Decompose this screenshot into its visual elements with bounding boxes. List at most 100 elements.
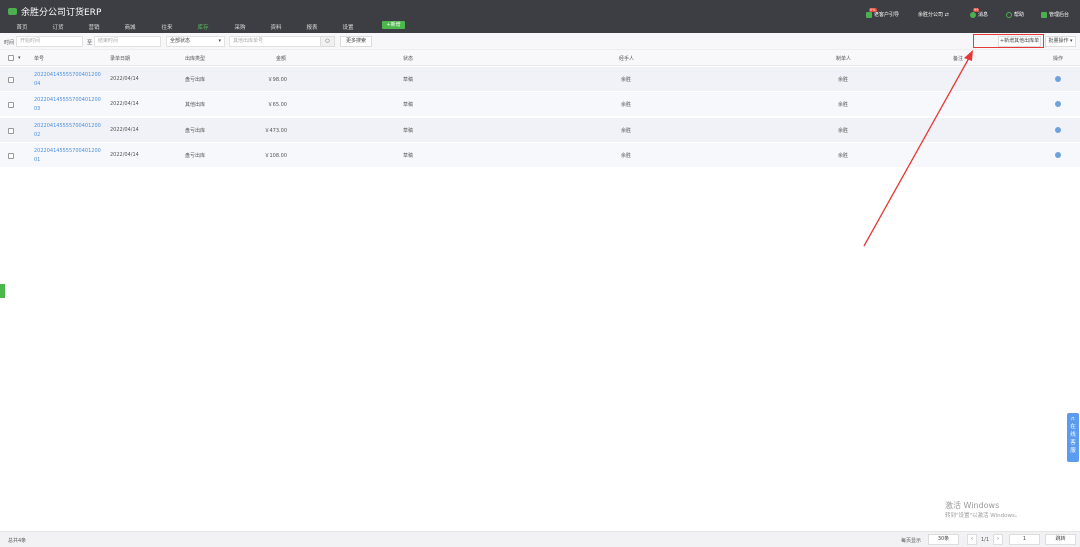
nav-orders[interactable]: 订货 [52, 25, 64, 31]
help-link[interactable]: 帮助 [1006, 11, 1024, 18]
batch-ops-button[interactable]: 批量操作 ▾ [1045, 36, 1076, 47]
per-page-select[interactable]: 30条 [928, 534, 959, 545]
table-row: 202204145555700401200 01 2022/04/14 盘亏出库 … [0, 142, 1080, 168]
nav-settings[interactable]: 设置 [342, 25, 354, 31]
order-id-line2: 02 [34, 131, 41, 138]
row-checkbox[interactable] [8, 152, 14, 159]
help-label: 帮助 [1014, 12, 1025, 18]
row-handler: 余胜 [621, 77, 632, 83]
row-handler: 余胜 [621, 127, 632, 134]
table-footer: 总共4条 每页显示 30条 ‹ 1/1 › 1 跳转 [0, 531, 1080, 547]
row-creator: 余胜 [838, 102, 849, 109]
page-input[interactable]: 1 [1009, 534, 1040, 545]
nav-mall[interactable]: 商城 [124, 25, 136, 31]
company-switch[interactable]: 余胜分公司 ⇄ [918, 12, 949, 18]
table-row: 202204145555700401200 03 2022/04/14 其他出库 … [0, 92, 1080, 118]
next-page-button[interactable]: › [993, 534, 1003, 545]
order-id-line2: 04 [34, 81, 41, 87]
view-globe-icon[interactable] [1055, 101, 1061, 108]
nav-accounts[interactable]: 往来 [161, 25, 173, 31]
customer-guide-label: 老客户引导 [874, 12, 900, 18]
nav-purchase[interactable]: 采购 [234, 25, 246, 31]
view-globe-icon[interactable] [1055, 151, 1061, 158]
time-label: 时间 [4, 40, 15, 46]
view-globe-icon[interactable] [1055, 76, 1061, 82]
headset-icon: ∩ [1070, 416, 1076, 422]
message-icon: 99 [970, 7, 980, 18]
nav-reports[interactable]: 报表 [306, 25, 318, 31]
row-amount: ￥65.00 [267, 102, 287, 109]
select-dropdown-icon[interactable]: ▾ [18, 55, 21, 61]
new-other-outbound-button[interactable]: +新增其他出库单 [998, 36, 1041, 47]
row-creator: 余胜 [838, 127, 849, 134]
nav-home[interactable]: 首页 [16, 25, 28, 31]
row-type: 其他出库 [185, 102, 206, 109]
col-remark: 备注 [953, 56, 964, 62]
messages-badge: 99 [973, 7, 980, 12]
nav-marketing[interactable]: 营销 [88, 25, 100, 31]
top-bar: 余胜分公司订货ERP 首页 订货 营销 商城 往来 库存 采购 资料 报表 设置… [0, 0, 1080, 34]
order-id-link[interactable]: 202204145555700401200 02 [34, 122, 101, 140]
row-status: 草稿 [403, 127, 414, 134]
start-date-input[interactable]: 开始时间 [16, 36, 83, 47]
row-creator: 余胜 [838, 77, 849, 83]
row-status: 草稿 [403, 77, 414, 83]
order-id-link[interactable]: 202204145555700401200 04 [34, 71, 101, 89]
row-checkbox[interactable] [8, 102, 14, 109]
row-date: 2022/04/14 [110, 76, 139, 82]
col-date: 录单日期 [110, 56, 131, 62]
order-id-link[interactable]: 202204145555700401200 03 [34, 96, 101, 114]
nav-data[interactable]: 资料 [270, 25, 282, 31]
row-status: 草稿 [403, 102, 414, 109]
customer-guide-link[interactable]: 0% 老客户引导 [866, 7, 900, 18]
filter-toolbar: 时间 开始时间 至 结束时间 全部状态 ▾ 其他出库单号 ○ 更多搜索 +新增其他… [0, 33, 1080, 50]
select-all-checkbox[interactable] [8, 55, 14, 61]
row-amount: ￥98.00 [267, 77, 287, 83]
more-search-button[interactable]: 更多搜索 [340, 36, 372, 47]
new-button[interactable]: +新增 [382, 21, 405, 29]
order-id-line2: 03 [34, 106, 41, 113]
col-creator: 制单人 [836, 56, 852, 62]
row-checkbox[interactable] [8, 127, 14, 134]
row-date: 2022/04/14 [110, 101, 139, 108]
row-type: 盘亏出库 [185, 152, 206, 159]
messages-link[interactable]: 99 消息 [970, 7, 989, 18]
watermark-line2: 转到"设置"以激活 Windows。 [945, 513, 1021, 519]
col-status: 状态 [403, 56, 414, 62]
online-service-tab[interactable]: ∩ 在线客服 [1067, 413, 1079, 462]
row-date: 2022/04/14 [110, 126, 139, 133]
customer-badge: 0% [869, 7, 877, 12]
row-amount: ￥108.00 [264, 152, 288, 159]
search-icon: ○ [325, 38, 330, 44]
search-button[interactable]: ○ [320, 36, 335, 47]
row-creator: 余胜 [838, 152, 849, 159]
admin-label: 管理后台 [1049, 12, 1070, 18]
app-logo: 余胜分公司订货ERP [8, 5, 101, 18]
table-row: 202204145555700401200 02 2022/04/14 盘亏出库 … [0, 117, 1080, 143]
row-type: 盘亏出库 [185, 77, 206, 83]
watermark-line1: 激活 Windows [945, 501, 1000, 510]
col-type: 出库类型 [185, 56, 206, 62]
view-globe-icon[interactable] [1055, 126, 1061, 133]
customer-icon: 0% [866, 7, 877, 18]
table-row: 202204145555700401200 04 2022/04/14 盘亏出库 … [0, 67, 1080, 92]
logo-icon [8, 8, 17, 15]
highlight-box [973, 34, 1044, 48]
jump-button[interactable]: 跳转 [1045, 534, 1076, 545]
col-handler: 经手人 [619, 56, 635, 62]
prev-page-button[interactable]: ‹ [967, 534, 977, 545]
end-date-input[interactable]: 结束时间 [94, 36, 161, 47]
row-checkbox[interactable] [8, 77, 14, 83]
sidebar-toggle[interactable] [0, 284, 5, 298]
order-id-line2: 01 [34, 156, 41, 163]
order-id-line1: 202204145555700401200 [34, 147, 101, 154]
messages-label: 消息 [978, 12, 989, 18]
order-id-line1: 202204145555700401200 [34, 72, 101, 78]
app-title: 余胜分公司订货ERP [21, 8, 102, 18]
status-select[interactable]: 全部状态 ▾ [166, 36, 225, 47]
admin-link[interactable]: 管理后台 [1041, 11, 1069, 18]
order-id-link[interactable]: 202204145555700401200 01 [34, 147, 101, 165]
row-status: 草稿 [403, 152, 414, 159]
table-header: ▾ 单号 录单日期 出库类型 金额 状态 经手人 制单人 备注 操作 [0, 50, 1080, 66]
